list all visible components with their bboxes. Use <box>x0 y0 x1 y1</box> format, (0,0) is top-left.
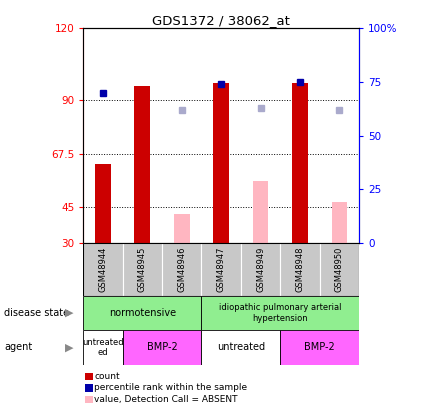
Bar <box>280 330 359 364</box>
Bar <box>280 243 320 296</box>
Bar <box>174 214 190 243</box>
Text: percentile rank within the sample: percentile rank within the sample <box>94 384 247 392</box>
Text: untreated
ed: untreated ed <box>82 338 124 357</box>
Text: BMP-2: BMP-2 <box>147 342 177 352</box>
Bar <box>162 243 201 296</box>
Text: value, Detection Call = ABSENT: value, Detection Call = ABSENT <box>94 395 238 404</box>
Bar <box>83 296 201 330</box>
Bar <box>201 296 359 330</box>
Text: GSM48946: GSM48946 <box>177 247 186 292</box>
Bar <box>332 202 347 243</box>
Bar <box>123 243 162 296</box>
Bar <box>201 243 241 296</box>
Text: ▶: ▶ <box>65 308 74 318</box>
Bar <box>83 330 123 364</box>
Bar <box>292 83 308 243</box>
Text: GSM48944: GSM48944 <box>99 247 107 292</box>
Bar <box>253 181 268 243</box>
Bar <box>320 243 359 296</box>
Text: count: count <box>94 372 120 381</box>
Text: ▶: ▶ <box>65 343 74 352</box>
Text: idiopathic pulmonary arterial
hypertension: idiopathic pulmonary arterial hypertensi… <box>219 303 342 322</box>
Bar <box>213 83 229 243</box>
Text: GSM48948: GSM48948 <box>296 247 304 292</box>
Text: GSM48947: GSM48947 <box>217 247 226 292</box>
Text: disease state: disease state <box>4 308 70 318</box>
Bar <box>134 85 150 243</box>
Bar <box>95 164 111 243</box>
Bar <box>201 330 280 364</box>
Text: GSM48950: GSM48950 <box>335 247 344 292</box>
Bar <box>241 243 280 296</box>
Text: normotensive: normotensive <box>109 308 176 318</box>
Text: GSM48945: GSM48945 <box>138 247 147 292</box>
Bar <box>123 330 201 364</box>
Text: untreated: untreated <box>217 342 265 352</box>
Text: agent: agent <box>4 343 32 352</box>
Text: GSM48949: GSM48949 <box>256 247 265 292</box>
Bar <box>83 243 123 296</box>
Text: BMP-2: BMP-2 <box>304 342 335 352</box>
Title: GDS1372 / 38062_at: GDS1372 / 38062_at <box>152 14 290 27</box>
